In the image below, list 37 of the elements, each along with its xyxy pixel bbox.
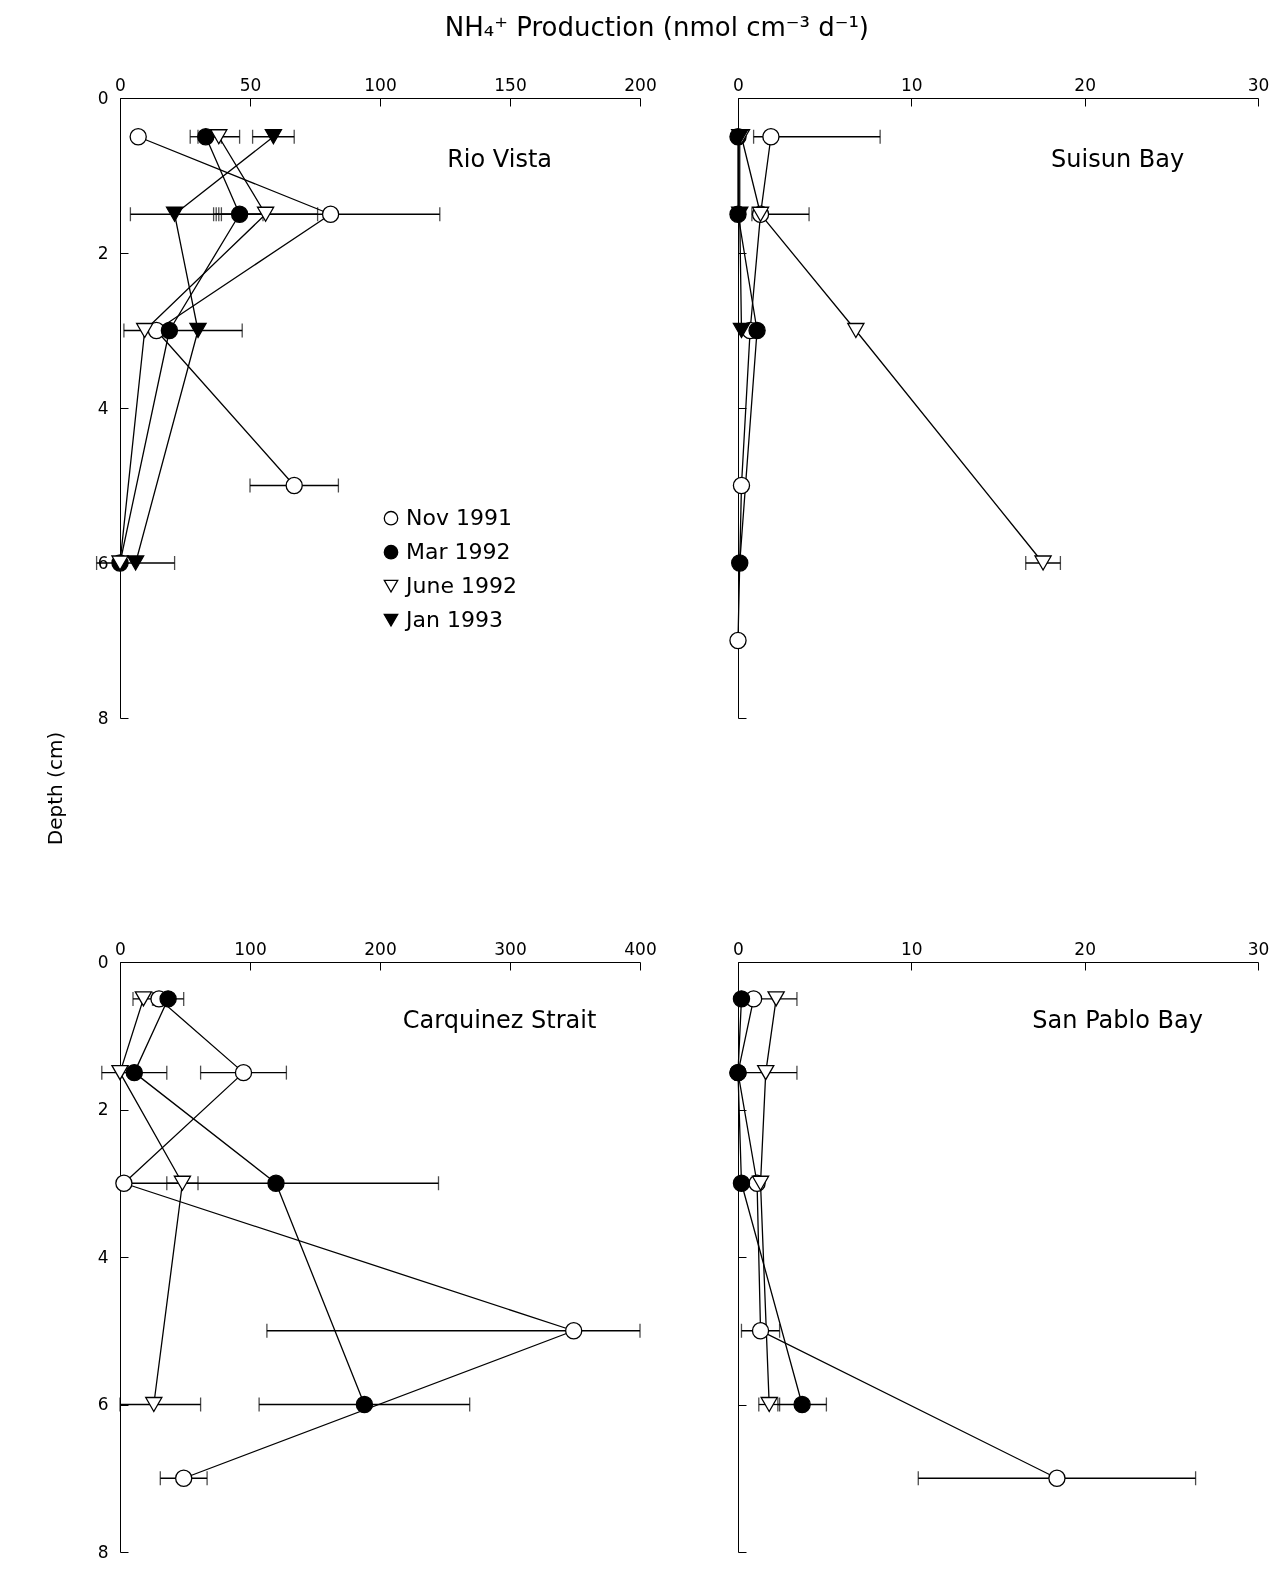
x-tick-label: 150 — [494, 74, 527, 95]
x-tick-label: 10 — [901, 938, 923, 959]
y-tick-label: 8 — [97, 707, 109, 728]
x-tick-label: 100 — [234, 938, 267, 959]
y-axis-title: Depth (cm) — [42, 731, 67, 846]
x-tick-label: 20 — [1074, 938, 1096, 959]
x-tick-label: 0 — [115, 74, 126, 95]
y-tick-label: 0 — [97, 951, 109, 972]
x-tick-label: 20 — [1074, 74, 1096, 95]
y-tick-label: 2 — [97, 1099, 109, 1119]
x-tick-label: 400 — [624, 938, 657, 959]
chart-title: NH₄⁺ Production (nmol cm⁻³ d⁻¹) — [444, 12, 869, 42]
x-tick-label: 200 — [364, 938, 397, 959]
y-tick-label: 4 — [97, 397, 109, 418]
legend-label: Nov 1991 — [406, 505, 512, 531]
x-tick-label: 0 — [733, 938, 744, 959]
legend-label: Jan 1993 — [404, 607, 503, 633]
x-tick-label: 300 — [494, 938, 527, 959]
legend-label: June 1992 — [404, 573, 517, 599]
x-tick-label: 10 — [901, 74, 923, 95]
x-tick-label: 100 — [364, 74, 397, 95]
x-tick-label: 30 — [1247, 74, 1270, 95]
y-tick-label: 2 — [97, 242, 109, 263]
annotation: San Pablo Bay — [1032, 1006, 1203, 1034]
x-tick-label: 50 — [239, 74, 262, 95]
y-tick-label: 4 — [97, 1246, 109, 1267]
x-tick-label: 30 — [1247, 938, 1270, 959]
y-tick-label: 6 — [97, 1394, 109, 1414]
annotation: Rio Vista — [447, 145, 553, 173]
x-tick-label: 0 — [115, 938, 126, 959]
x-tick-label: 0 — [733, 74, 744, 95]
x-tick-label: 200 — [624, 74, 657, 95]
legend-label: Mar 1992 — [406, 539, 511, 565]
annotation: Carquinez Strait — [402, 1006, 597, 1034]
y-tick-label: 8 — [97, 1541, 109, 1562]
y-tick-label: 0 — [97, 87, 109, 108]
annotation: Suisun Bay — [1051, 145, 1185, 173]
